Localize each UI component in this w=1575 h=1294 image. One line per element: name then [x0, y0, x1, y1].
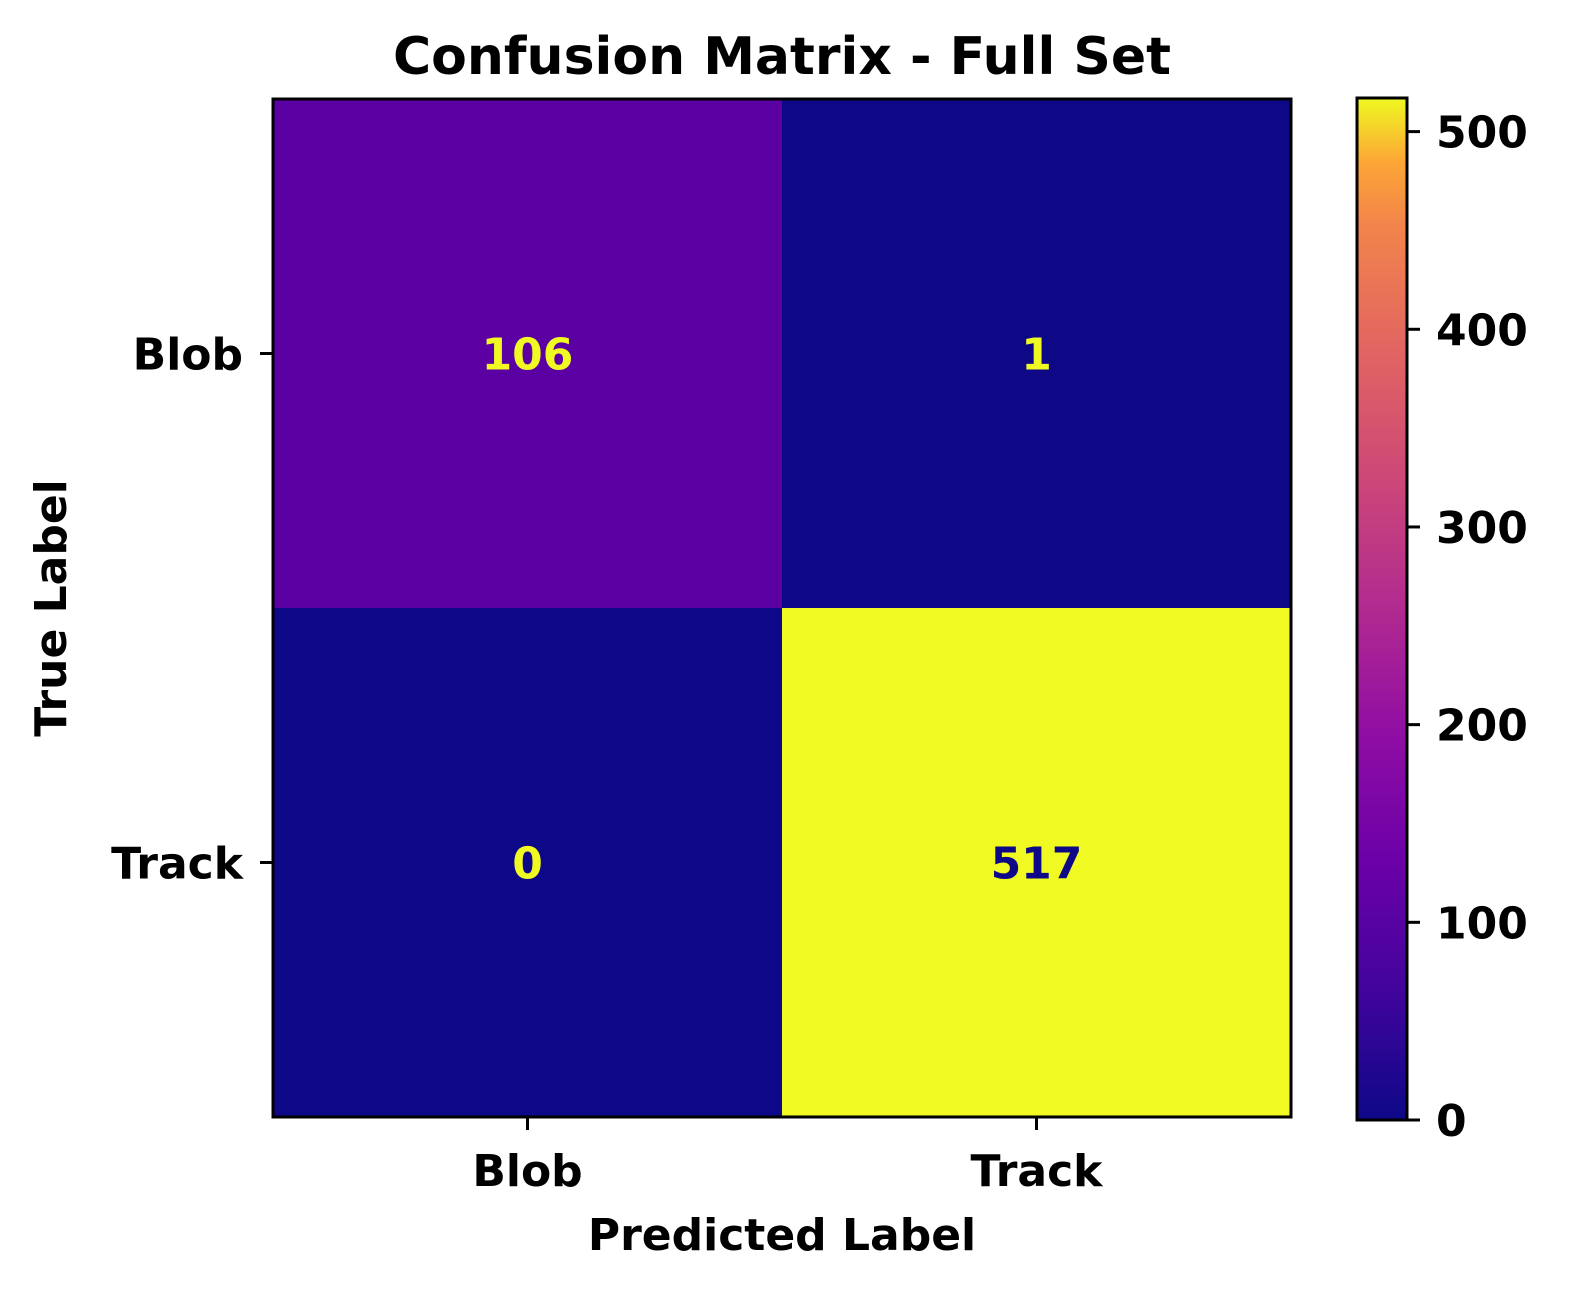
colorbar	[1355, 96, 1409, 1122]
cell-value-label: 0	[512, 839, 543, 890]
heatmap-cell	[273, 99, 783, 609]
heatmap-cell	[782, 608, 1292, 1118]
cell-value-label: 517	[991, 839, 1083, 890]
y-axis-ticks: Blob Track	[111, 330, 273, 890]
heatmap-cells	[273, 99, 1292, 1118]
x-axis-ticks: Blob Track	[472, 1117, 1104, 1197]
x-tick-label: Track	[971, 1146, 1105, 1197]
y-tick-label: Track	[111, 839, 245, 890]
heatmap-cell	[782, 99, 1292, 609]
x-axis-label: Predicted Label	[588, 1210, 976, 1261]
colorbar-ticks: 0 100 200 300 400 500	[1407, 108, 1528, 1147]
colorbar-tick-label: 500	[1436, 108, 1528, 159]
colorbar-tick-label: 0	[1436, 1096, 1467, 1147]
heatmap-cell	[273, 608, 783, 1118]
cell-value-label: 106	[482, 330, 574, 381]
colorbar-tick-label: 300	[1436, 503, 1528, 554]
chart-title: Confusion Matrix - Full Set	[393, 27, 1171, 87]
y-axis-label: True Label	[26, 479, 77, 737]
colorbar-tick-label: 100	[1436, 898, 1528, 949]
plot-frame	[271, 97, 1293, 1119]
colorbar-tick-label: 200	[1436, 701, 1528, 752]
x-tick-label: Blob	[472, 1146, 582, 1197]
cell-value-label: 1	[1021, 330, 1052, 381]
y-tick-label: Blob	[133, 330, 243, 381]
colorbar-tick-label: 400	[1436, 305, 1528, 356]
heatmap-cell-labels: 106 1 0 517	[482, 330, 1083, 890]
